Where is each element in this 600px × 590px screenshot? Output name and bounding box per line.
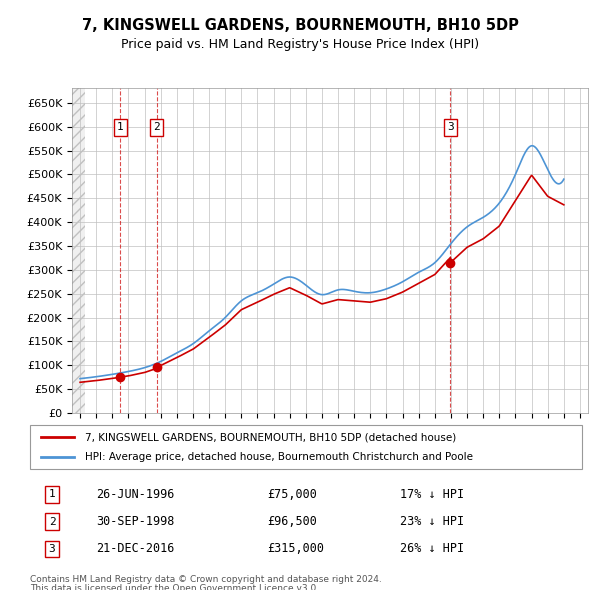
FancyBboxPatch shape bbox=[30, 425, 582, 469]
Text: 26-JUN-1996: 26-JUN-1996 bbox=[96, 488, 175, 501]
Text: This data is licensed under the Open Government Licence v3.0.: This data is licensed under the Open Gov… bbox=[30, 584, 319, 590]
Text: 2: 2 bbox=[153, 123, 160, 132]
Text: 2: 2 bbox=[49, 517, 55, 527]
Text: £315,000: £315,000 bbox=[268, 542, 325, 555]
Text: 1: 1 bbox=[49, 490, 55, 499]
Text: 1: 1 bbox=[117, 123, 124, 132]
Text: 7, KINGSWELL GARDENS, BOURNEMOUTH, BH10 5DP: 7, KINGSWELL GARDENS, BOURNEMOUTH, BH10 … bbox=[82, 18, 518, 32]
Text: HPI: Average price, detached house, Bournemouth Christchurch and Poole: HPI: Average price, detached house, Bour… bbox=[85, 452, 473, 461]
Text: 30-SEP-1998: 30-SEP-1998 bbox=[96, 515, 175, 528]
Text: 26% ↓ HPI: 26% ↓ HPI bbox=[400, 542, 464, 555]
Text: 21-DEC-2016: 21-DEC-2016 bbox=[96, 542, 175, 555]
Text: 3: 3 bbox=[447, 123, 454, 132]
Text: 3: 3 bbox=[49, 544, 55, 554]
Text: 17% ↓ HPI: 17% ↓ HPI bbox=[400, 488, 464, 501]
Text: £75,000: £75,000 bbox=[268, 488, 317, 501]
Text: 7, KINGSWELL GARDENS, BOURNEMOUTH, BH10 5DP (detached house): 7, KINGSWELL GARDENS, BOURNEMOUTH, BH10 … bbox=[85, 432, 457, 442]
Text: Contains HM Land Registry data © Crown copyright and database right 2024.: Contains HM Land Registry data © Crown c… bbox=[30, 575, 382, 584]
Text: 23% ↓ HPI: 23% ↓ HPI bbox=[400, 515, 464, 528]
Text: £96,500: £96,500 bbox=[268, 515, 317, 528]
Text: Price paid vs. HM Land Registry's House Price Index (HPI): Price paid vs. HM Land Registry's House … bbox=[121, 38, 479, 51]
Bar bbox=[72, 88, 85, 413]
